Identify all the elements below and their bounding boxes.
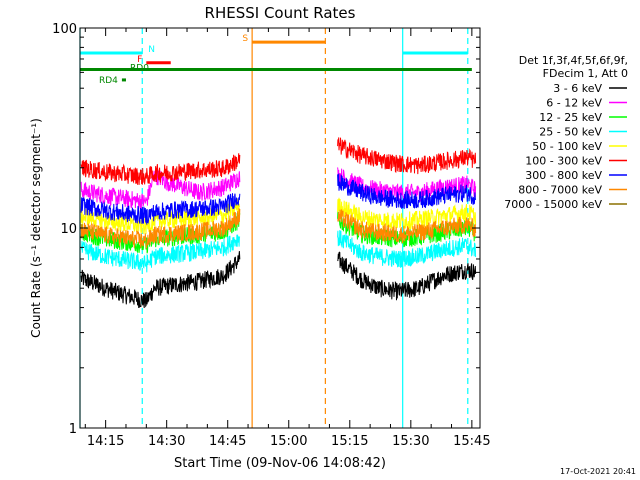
series-trace: [337, 167, 477, 203]
flag-label: F: [137, 55, 142, 65]
series-trace: [337, 209, 477, 244]
timestamp: 17-Oct-2021 20:41: [560, 467, 636, 476]
x-tick-label: 14:45: [209, 434, 246, 449]
legend-entry-label: 25 - 50 keV: [539, 126, 602, 139]
flag-label: S: [242, 34, 248, 44]
series-trace: [337, 230, 477, 268]
series-trace: [80, 198, 241, 235]
series-trace: [337, 173, 477, 209]
legend-header: FDecim 1, Att 0: [543, 67, 628, 80]
x-tick-label: 14:15: [87, 434, 124, 449]
flag-label: N: [148, 45, 155, 55]
flag-label: RD4: [99, 76, 118, 86]
legend-entry-label: 100 - 300 keV: [525, 155, 602, 168]
legend-entry-label: 12 - 25 keV: [539, 111, 602, 124]
x-tick-label: 15:45: [453, 434, 490, 449]
legend-header: Det 1f,3f,4f,5f,6f,9f,: [519, 54, 628, 67]
legend-entry-label: 50 - 100 keV: [532, 140, 602, 153]
y-tick-label: 1: [69, 422, 77, 437]
legend-entry-label: 3 - 6 keV: [553, 82, 602, 95]
legend-entry-label: 800 - 7000 keV: [518, 184, 602, 197]
legend: Det 1f,3f,4f,5f,6f,9f,FDecim 1, Att 0 3 -…: [504, 54, 628, 211]
x-tick-label: 15:15: [331, 434, 368, 449]
x-tick-label: 15:00: [270, 434, 307, 449]
series-trace: [80, 251, 241, 309]
chart-title: RHESSI Count Rates: [205, 4, 356, 22]
series-trace: [80, 193, 241, 225]
x-axis-label: Start Time (09-Nov-06 14:08:42): [174, 456, 386, 471]
series-trace: [337, 137, 477, 175]
legend-entry-label: 7000 - 15000 keV: [504, 198, 602, 211]
x-tick-label: 14:30: [148, 434, 185, 449]
y-axis-label: Count Rate (s⁻¹ detector segment⁻¹): [29, 118, 43, 338]
series-trace: [80, 153, 241, 185]
legend-entry-label: 6 - 12 keV: [546, 97, 602, 110]
series-trace: [337, 197, 477, 230]
x-tick-label: 15:30: [392, 434, 429, 449]
series-trace: [337, 251, 477, 301]
series-trace: [80, 208, 241, 249]
y-tick-label: 100: [52, 22, 77, 37]
y-tick-label: 10: [60, 222, 77, 237]
flag-label: RD0: [130, 64, 149, 74]
legend-entry-label: 300 - 800 keV: [525, 169, 602, 182]
series-trace: [80, 234, 241, 273]
